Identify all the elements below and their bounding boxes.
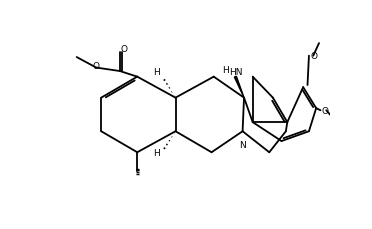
Text: O: O [322,106,329,115]
Text: HN: HN [229,67,243,76]
Text: O: O [120,45,127,54]
Polygon shape [234,77,244,98]
Text: H: H [222,66,230,75]
Text: H: H [153,67,159,76]
Text: O: O [93,62,100,71]
Text: H: H [153,148,159,157]
Text: O: O [310,52,317,61]
Text: N: N [239,140,246,149]
